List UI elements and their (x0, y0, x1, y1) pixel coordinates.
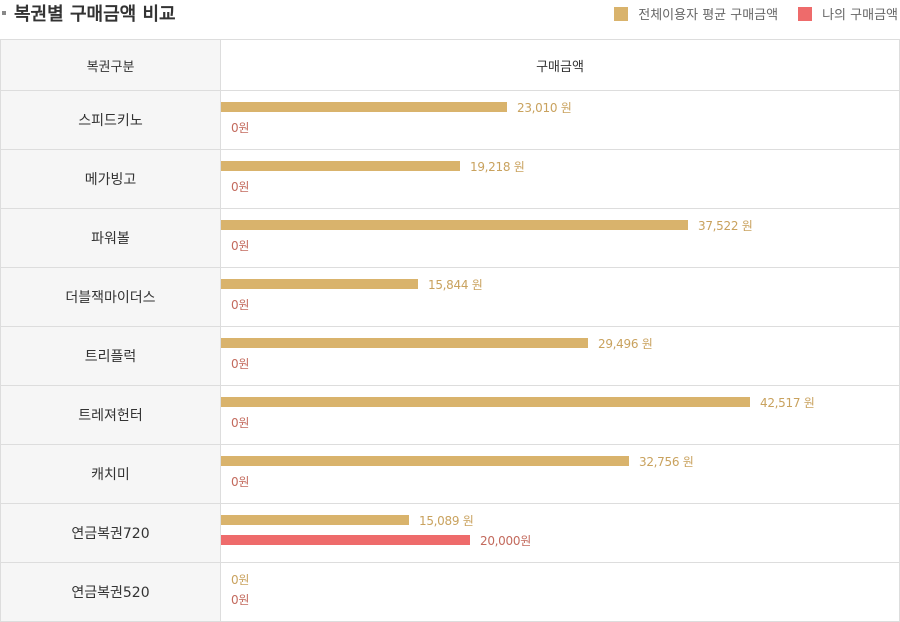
column-header-category: 복권구분 (0, 39, 221, 91)
category-label: 메가빙고 (0, 149, 221, 209)
value-label-mine: 0원 (231, 356, 250, 371)
value-label-avg: 19,218 원 (470, 159, 525, 174)
bar-group-avg: 15,089 원 (221, 513, 474, 528)
value-label-avg: 42,517 원 (760, 395, 815, 410)
value-label-avg: 37,522 원 (698, 218, 753, 233)
value-label-mine: 0원 (231, 179, 250, 194)
category-label: 파워볼 (0, 208, 221, 268)
value-label-avg: 32,756 원 (639, 454, 694, 469)
bar-mine (221, 535, 470, 545)
bar-cell: 23,010 원 0원 (220, 90, 900, 150)
value-label-avg: 15,089 원 (419, 513, 474, 528)
bar-cell: 15,089 원 20,000원 (220, 503, 900, 563)
chart-header: 복권별 구매금액 비교 전체이용자 평균 구매금액 나의 구매금액 (0, 0, 900, 38)
table-row: 메가빙고 19,218 원 0원 (0, 149, 900, 209)
legend-label-avg: 전체이용자 평균 구매금액 (638, 8, 779, 23)
bar-group-avg: 42,517 원 (221, 395, 815, 410)
value-label-mine: 0원 (231, 120, 250, 135)
bar-group-mine: 20,000원 (221, 533, 531, 548)
bar-avg (221, 161, 460, 171)
value-label-mine: 0원 (231, 474, 250, 489)
bar-group-avg: 23,010 원 (221, 100, 572, 115)
category-label: 더블잭마이더스 (0, 267, 221, 327)
value-label-mine: 0원 (231, 297, 250, 312)
bar-group-avg: 32,756 원 (221, 454, 694, 469)
legend-swatch-avg (614, 6, 629, 21)
value-label-mine: 0원 (231, 592, 250, 607)
category-label: 트리플럭 (0, 326, 221, 386)
bar-group-mine: 0원 (221, 415, 250, 430)
bar-cell: 15,844 원 0원 (220, 267, 900, 327)
bar-cell: 0원 0원 (220, 562, 900, 622)
legend-label-mine: 나의 구매금액 (822, 8, 898, 23)
bar-group-avg: 37,522 원 (221, 218, 753, 233)
category-label: 연금복권520 (0, 562, 221, 622)
table-row: 스피드키노 23,010 원 0원 (0, 90, 900, 150)
table-row: 더블잭마이더스 15,844 원 0원 (0, 267, 900, 327)
bar-group-avg: 15,844 원 (221, 277, 483, 292)
legend: 전체이용자 평균 구매금액 나의 구매금액 (614, 4, 898, 23)
bar-group-mine: 0원 (221, 592, 250, 607)
legend-item-mine: 나의 구매금액 (798, 4, 898, 23)
bar-avg (221, 220, 688, 230)
bar-cell: 37,522 원 0원 (220, 208, 900, 268)
legend-item-avg: 전체이용자 평균 구매금액 (614, 4, 778, 23)
bar-group-mine: 0원 (221, 120, 250, 135)
table-row: 캐치미 32,756 원 0원 (0, 444, 900, 504)
category-label: 연금복권720 (0, 503, 221, 563)
value-label-mine: 0원 (231, 415, 250, 430)
bar-group-avg: 19,218 원 (221, 159, 525, 174)
bar-avg (221, 397, 750, 407)
table-row: 트리플럭 29,496 원 0원 (0, 326, 900, 386)
comparison-table: 복권구분 구매금액 스피드키노 23,010 원 0원 메가빙고 19,218 원 0원 파… (0, 39, 900, 622)
table-row: 파워볼 37,522 원 0원 (0, 208, 900, 268)
bar-avg (221, 515, 409, 525)
value-label-avg: 0원 (231, 572, 250, 587)
bar-group-avg: 0원 (221, 572, 250, 587)
bar-cell: 32,756 원 0원 (220, 444, 900, 504)
value-label-mine: 0원 (231, 238, 250, 253)
value-label-avg: 15,844 원 (428, 277, 483, 292)
bar-avg (221, 456, 629, 466)
column-header-amount: 구매금액 (220, 39, 900, 91)
table-header-row: 복권구분 구매금액 (0, 39, 900, 91)
bar-cell: 42,517 원 0원 (220, 385, 900, 445)
value-label-avg: 23,010 원 (517, 100, 572, 115)
bar-cell: 19,218 원 0원 (220, 149, 900, 209)
bar-avg (221, 338, 588, 348)
bar-group-mine: 0원 (221, 297, 250, 312)
category-label: 스피드키노 (0, 90, 221, 150)
chart-title: 복권별 구매금액 비교 (2, 0, 176, 26)
table-row: 연금복권720 15,089 원 20,000원 (0, 503, 900, 563)
bar-group-mine: 0원 (221, 356, 250, 371)
bar-group-mine: 0원 (221, 179, 250, 194)
bullet-icon (2, 11, 6, 15)
bar-group-mine: 0원 (221, 474, 250, 489)
table-row: 연금복권520 0원 0원 (0, 562, 900, 622)
table-body: 스피드키노 23,010 원 0원 메가빙고 19,218 원 0원 파워볼 37,522 원… (0, 90, 900, 622)
bar-group-mine: 0원 (221, 238, 250, 253)
chart-title-text: 복권별 구매금액 비교 (14, 4, 176, 25)
category-label: 캐치미 (0, 444, 221, 504)
bar-group-avg: 29,496 원 (221, 336, 653, 351)
bar-avg (221, 279, 418, 289)
bar-avg (221, 102, 507, 112)
value-label-mine: 20,000원 (480, 533, 531, 548)
category-label: 트레져헌터 (0, 385, 221, 445)
bar-cell: 29,496 원 0원 (220, 326, 900, 386)
value-label-avg: 29,496 원 (598, 336, 653, 351)
table-row: 트레져헌터 42,517 원 0원 (0, 385, 900, 445)
legend-swatch-mine (798, 6, 813, 21)
